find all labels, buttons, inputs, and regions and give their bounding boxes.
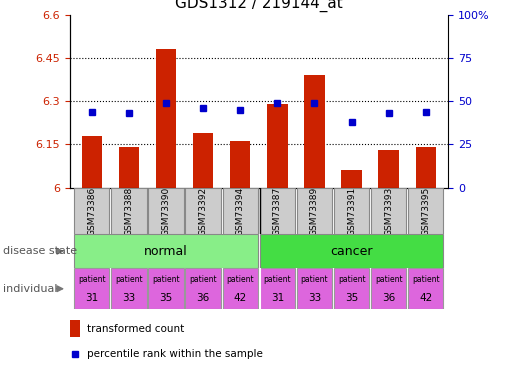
Bar <box>371 268 406 309</box>
Bar <box>74 234 258 268</box>
Text: normal: normal <box>144 245 188 258</box>
Bar <box>408 268 443 309</box>
Bar <box>297 188 332 234</box>
Bar <box>74 268 109 309</box>
Bar <box>81 136 102 188</box>
Text: patient: patient <box>78 275 106 284</box>
Text: disease state: disease state <box>3 246 77 256</box>
Text: 42: 42 <box>419 293 433 303</box>
Bar <box>371 188 406 234</box>
Bar <box>341 170 362 188</box>
Text: GSM73392: GSM73392 <box>199 186 208 236</box>
Text: patient: patient <box>375 275 403 284</box>
Bar <box>185 268 221 309</box>
Bar <box>185 188 221 234</box>
Bar <box>267 104 287 188</box>
Text: percentile rank within the sample: percentile rank within the sample <box>87 350 263 359</box>
Bar <box>260 188 295 234</box>
Text: 36: 36 <box>382 293 396 303</box>
Text: GSM73390: GSM73390 <box>162 186 170 236</box>
Text: GSM73391: GSM73391 <box>347 186 356 236</box>
Text: GSM73387: GSM73387 <box>273 186 282 236</box>
Text: GSM73389: GSM73389 <box>310 186 319 236</box>
Bar <box>74 188 109 234</box>
Text: patient: patient <box>301 275 328 284</box>
Text: 35: 35 <box>159 293 173 303</box>
Title: GDS1312 / 219144_at: GDS1312 / 219144_at <box>175 0 342 12</box>
Bar <box>379 150 399 188</box>
Bar <box>111 268 147 309</box>
Text: 31: 31 <box>85 293 98 303</box>
Bar <box>260 234 443 268</box>
Text: patient: patient <box>227 275 254 284</box>
Bar <box>222 268 258 309</box>
Text: 33: 33 <box>308 293 321 303</box>
Text: transformed count: transformed count <box>87 324 184 334</box>
Bar <box>408 188 443 234</box>
Text: 42: 42 <box>234 293 247 303</box>
Text: 35: 35 <box>345 293 358 303</box>
Text: patient: patient <box>115 275 143 284</box>
Text: patient: patient <box>412 275 440 284</box>
Text: patient: patient <box>264 275 291 284</box>
Bar <box>297 268 332 309</box>
Bar <box>334 268 369 309</box>
Bar <box>118 147 139 188</box>
Bar <box>416 147 436 188</box>
Bar <box>230 141 250 188</box>
Text: individual: individual <box>3 284 57 294</box>
Bar <box>148 188 184 234</box>
Text: GSM73393: GSM73393 <box>384 186 393 236</box>
Text: 36: 36 <box>197 293 210 303</box>
Bar <box>193 133 213 188</box>
Bar <box>148 268 184 309</box>
Bar <box>334 188 369 234</box>
Bar <box>70 320 80 337</box>
Bar <box>260 268 295 309</box>
Bar <box>222 188 258 234</box>
Text: cancer: cancer <box>330 245 373 258</box>
Text: GSM73395: GSM73395 <box>421 186 431 236</box>
Text: 33: 33 <box>122 293 135 303</box>
Bar <box>111 188 147 234</box>
Bar <box>304 75 324 188</box>
Text: 31: 31 <box>271 293 284 303</box>
Text: GSM73386: GSM73386 <box>87 186 96 236</box>
Text: patient: patient <box>190 275 217 284</box>
Text: patient: patient <box>338 275 365 284</box>
Text: GSM73394: GSM73394 <box>236 186 245 236</box>
Text: GSM73388: GSM73388 <box>125 186 133 236</box>
Text: patient: patient <box>152 275 180 284</box>
Bar <box>156 50 176 188</box>
